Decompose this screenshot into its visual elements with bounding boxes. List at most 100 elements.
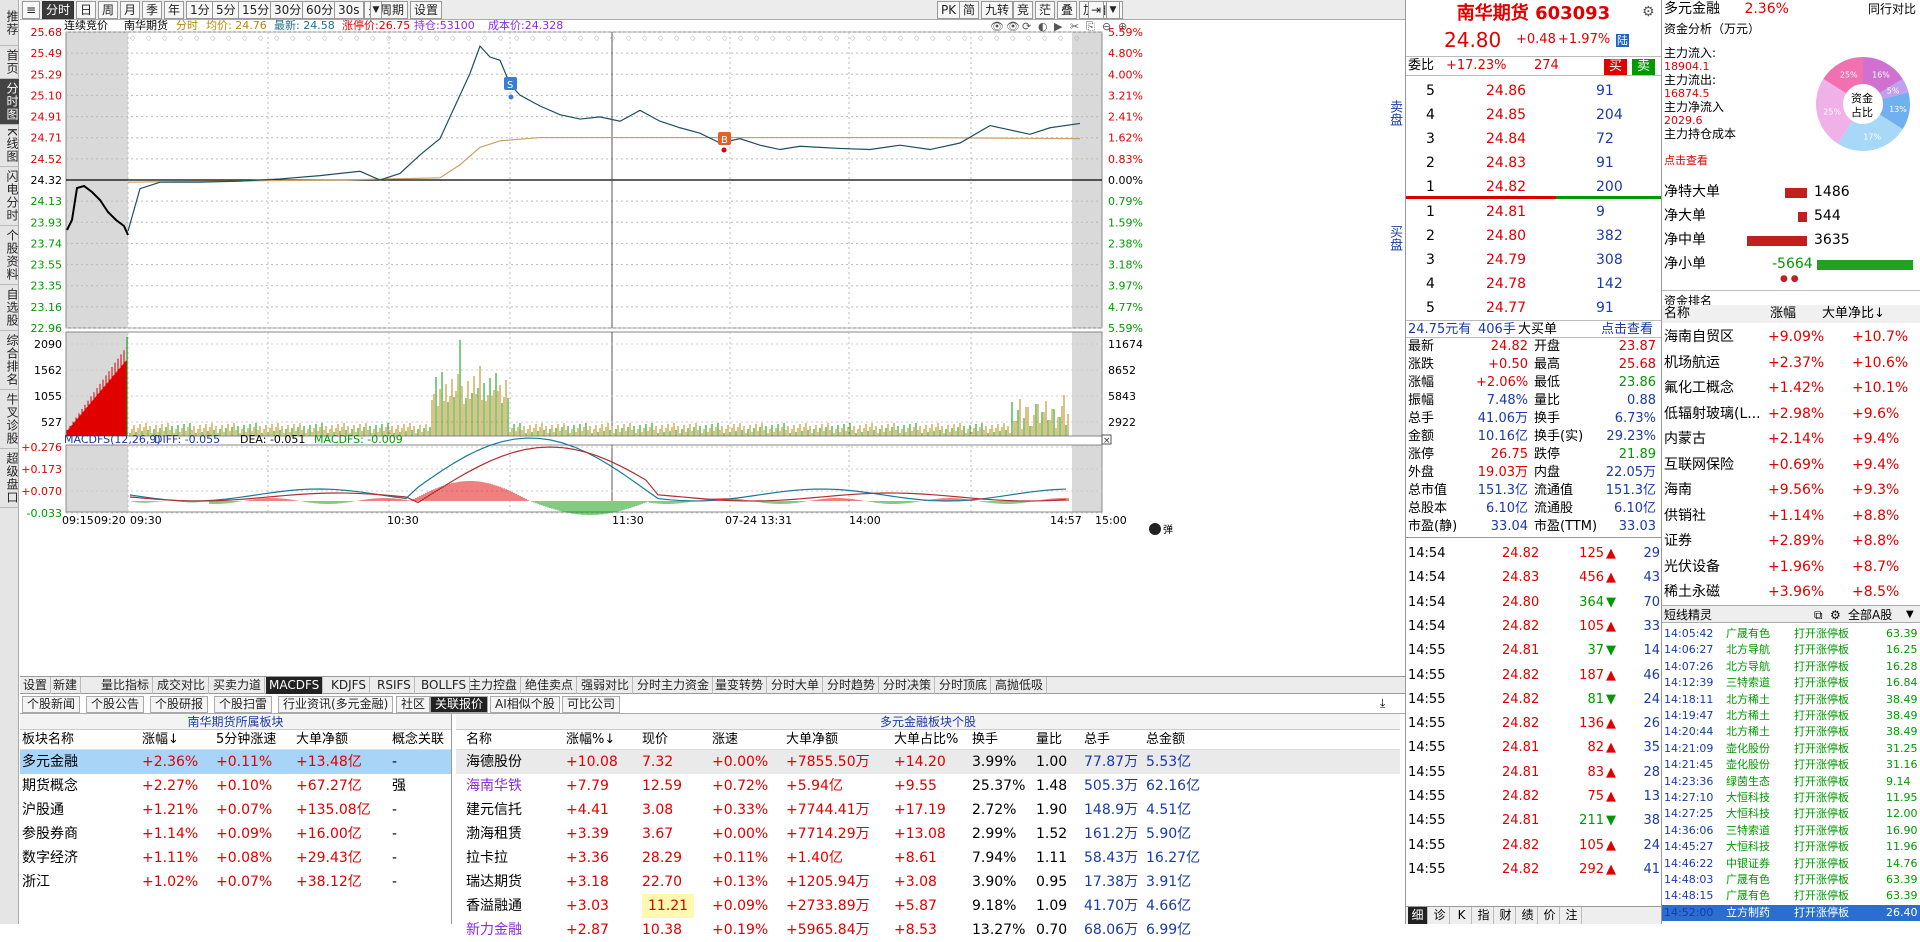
info-tab[interactable]: AI相似个股 [490,696,560,713]
indicator-tab[interactable]: 成交对比 [154,677,210,694]
stock-row[interactable]: 建元信托 +4.41 3.08 +0.33% +7744.41万 +17.19 2.72% 1… [456,798,1400,822]
quote-tab[interactable]: 价 [1540,907,1560,924]
info-tab[interactable]: 个股扫雷 [214,696,273,713]
order-level[interactable]: 4 24.85 204 [1406,103,1661,127]
tool-tab[interactable]: 九转 [981,1,1014,19]
nav-item[interactable]: 超级盘口 [0,449,19,508]
stock-row[interactable]: 新力金融 +2.87 10.38 +0.19% +5965.84万 +8.53 13.27%… [456,918,1400,942]
nav-item[interactable]: 综合排名 [0,331,19,390]
expand-icon[interactable]: ⇥ [1088,1,1104,19]
rank-row[interactable]: 证券 +2.89% +8.8% [1662,529,1920,554]
order-level[interactable]: 1 24.82 200 [1406,175,1661,199]
quote-tab[interactable]: 诊 [1430,907,1450,924]
rank-row[interactable]: 互联网保险 +0.69% +9.4% [1662,453,1920,478]
indicator-tab[interactable]: 量变转势 [712,677,768,694]
sector-row[interactable]: 参股券商 +1.14% +0.09% +16.00亿 - [20,822,451,846]
indicator-tab[interactable]: 设置 [20,677,52,694]
popout-icon[interactable]: ⧉ [1814,608,1823,622]
short-line-row[interactable]: 14:21:09 壶化股份 打开涨停板 31.25 [1662,741,1920,757]
short-line-row[interactable]: 14:19:47 北方稀土 打开涨停板 38.49 [1662,708,1920,724]
order-level[interactable]: 5 24.77 91 [1406,296,1661,320]
order-level[interactable]: 2 24.83 91 [1406,151,1661,175]
flow-detail-link[interactable]: 点击查看 [1664,154,1708,167]
stock-row[interactable]: 瑞达期货 +3.18 22.70 +0.13% +1205.94万 +3.08 3.90% 0… [456,870,1400,894]
info-tab[interactable]: 行业资讯(多元金融) [278,696,394,713]
period-tab[interactable]: 15分 [238,1,274,19]
period-tab[interactable]: 5分 [212,1,240,19]
pager-dots[interactable]: ● ● [1780,274,1799,284]
quote-tab[interactable]: 指 [1474,907,1494,924]
indicator-tab[interactable]: 主力控盘 [466,677,522,694]
order-level[interactable]: 2 24.80 382 [1406,224,1661,248]
indicator-tab[interactable]: 分时顶底 [936,677,992,694]
indicator-tab[interactable]: 绝佳卖点 [522,677,578,694]
period-tab[interactable]: 1分 [186,1,214,19]
short-line-row[interactable]: 14:20:44 北方稀土 打开涨停板 38.49 [1662,724,1920,740]
order-level[interactable]: 4 24.78 142 [1406,272,1661,296]
rank-row[interactable]: 稀土永磁 +3.96% +8.5% [1662,580,1920,605]
short-line-row[interactable]: 14:23:36 绿茵生态 打开涨停板 9.14 [1662,774,1920,790]
period-tab[interactable]: 月 [120,1,141,19]
rank-row[interactable]: 海南 +9.56% +9.3% [1662,478,1920,503]
chevron-down-icon[interactable]: ▼ [1906,609,1914,620]
quote-tab[interactable]: 细 [1408,907,1428,924]
short-line-row[interactable]: 14:06:27 北方导航 打开涨停板 16.25 [1662,642,1920,658]
period-tab[interactable]: 设置 [410,1,443,19]
nav-item[interactable]: 首页 [0,46,19,79]
chevron-down-icon[interactable]: ▼ [370,1,382,19]
short-line-row[interactable]: 14:48:15 广晟有色 打开涨停板 63.39 [1662,888,1920,904]
rank-row[interactable]: 低辐射玻璃(L... +2.98% +9.6% [1662,402,1920,427]
quote-tab[interactable]: K [1452,907,1472,924]
rank-row[interactable]: 机场航运 +2.37% +10.6% [1662,351,1920,376]
menu-icon[interactable]: ≡ [22,1,40,19]
period-tab[interactable]: 60分 [302,1,338,19]
tool-tab[interactable]: PK [937,1,961,19]
indicator-tab[interactable]: RSIFS [374,677,415,694]
stock-row[interactable]: 拉卡拉 +3.36 28.29 +0.11% +1.40亿 +8.61 7.94% 1.11 5… [456,846,1400,870]
bullet-toggle-icon[interactable] [1149,523,1161,535]
nav-item[interactable]: 自选股 [0,285,19,331]
peer-compare-link[interactable]: 同行对比 [1867,2,1916,16]
indicator-tab[interactable]: 分时决策 [880,677,936,694]
indicator-tab[interactable]: 高抛低吸 [992,677,1048,694]
period-tab[interactable]: 分时 [42,1,75,19]
dl-filter-select[interactable]: 全部A股 [1848,608,1893,622]
short-line-row[interactable]: 14:46:22 中银证券 打开涨停板 14.76 [1662,856,1920,872]
order-level[interactable]: 3 24.84 72 [1406,127,1661,151]
sell-marker[interactable] [504,77,517,90]
indicator-tab[interactable]: 买卖力道 [210,677,266,694]
intraday-chart[interactable]: 连续竞价 南华期货 分时 均价: 24.76 最新: 24.58 涨停价:26.75 持仓:… [20,20,1415,676]
stock-row[interactable]: 香溢融通 +3.03 11.21 +0.09% +2733.89万 +5.87 9.18% 1… [456,894,1400,918]
tool-tab[interactable]: 茫 [1035,1,1056,19]
download-icon[interactable]: ⤓ [1380,696,1386,710]
stock-row[interactable]: 渤海租赁 +3.39 3.67 +0.00% +7714.29万 +13.08 2.99% 1… [456,822,1400,846]
period-tab[interactable]: 年 [164,1,185,19]
buy-button[interactable]: 买 [1604,59,1628,75]
rank-row[interactable]: 光伏设备 +1.96% +8.7% [1662,555,1920,580]
rank-row[interactable]: 内蒙古 +2.14% +9.4% [1662,427,1920,452]
info-tab[interactable]: 个股新闻 [22,696,81,713]
order-level[interactable]: 5 24.86 91 [1406,79,1661,103]
info-tab[interactable]: 个股研报 [150,696,209,713]
nav-item[interactable]: 牛叉诊股 [0,390,19,449]
buy-marker[interactable] [718,132,731,145]
indicator-tab[interactable]: KDJFS [328,677,370,694]
tool-tab[interactable]: 叠 [1057,1,1078,19]
stock-row[interactable]: 海德股份 +10.08 7.32 +0.00% +7855.50万 +14.20 3.99%… [456,750,1400,774]
short-line-row[interactable]: 14:27:25 大恒科技 打开涨停板 12.00 [1662,806,1920,822]
tool-tab[interactable]: 竞 [1013,1,1034,19]
short-line-row[interactable]: 14:05:42 广晟有色 打开涨停板 63.39 [1662,626,1920,642]
nav-item[interactable]: 分时图 [0,79,19,125]
sector-row[interactable]: 多元金融 +2.36% +0.11% +13.48亿 - [20,750,451,774]
order-level[interactable]: 1 24.81 9 [1406,200,1661,224]
period-tab[interactable]: 季 [142,1,163,19]
short-line-row[interactable]: 14:27:10 大恒科技 打开涨停板 11.95 [1662,790,1920,806]
indicator-tab[interactable]: BOLLFS [418,677,471,694]
order-level[interactable]: 3 24.79 308 [1406,248,1661,272]
short-line-row[interactable]: 14:52:00 立方制药 打开涨停板 26.40 [1662,904,1920,921]
big-buy-link[interactable]: 点击查看 [1601,322,1654,337]
info-tab[interactable]: 可比公司 [562,696,621,713]
indicator-tab[interactable]: 分时趋势 [824,677,880,694]
short-line-row[interactable]: 14:12:39 三特索道 打开涨停板 16.84 [1662,675,1920,691]
quote-tab[interactable]: 注 [1562,907,1582,924]
